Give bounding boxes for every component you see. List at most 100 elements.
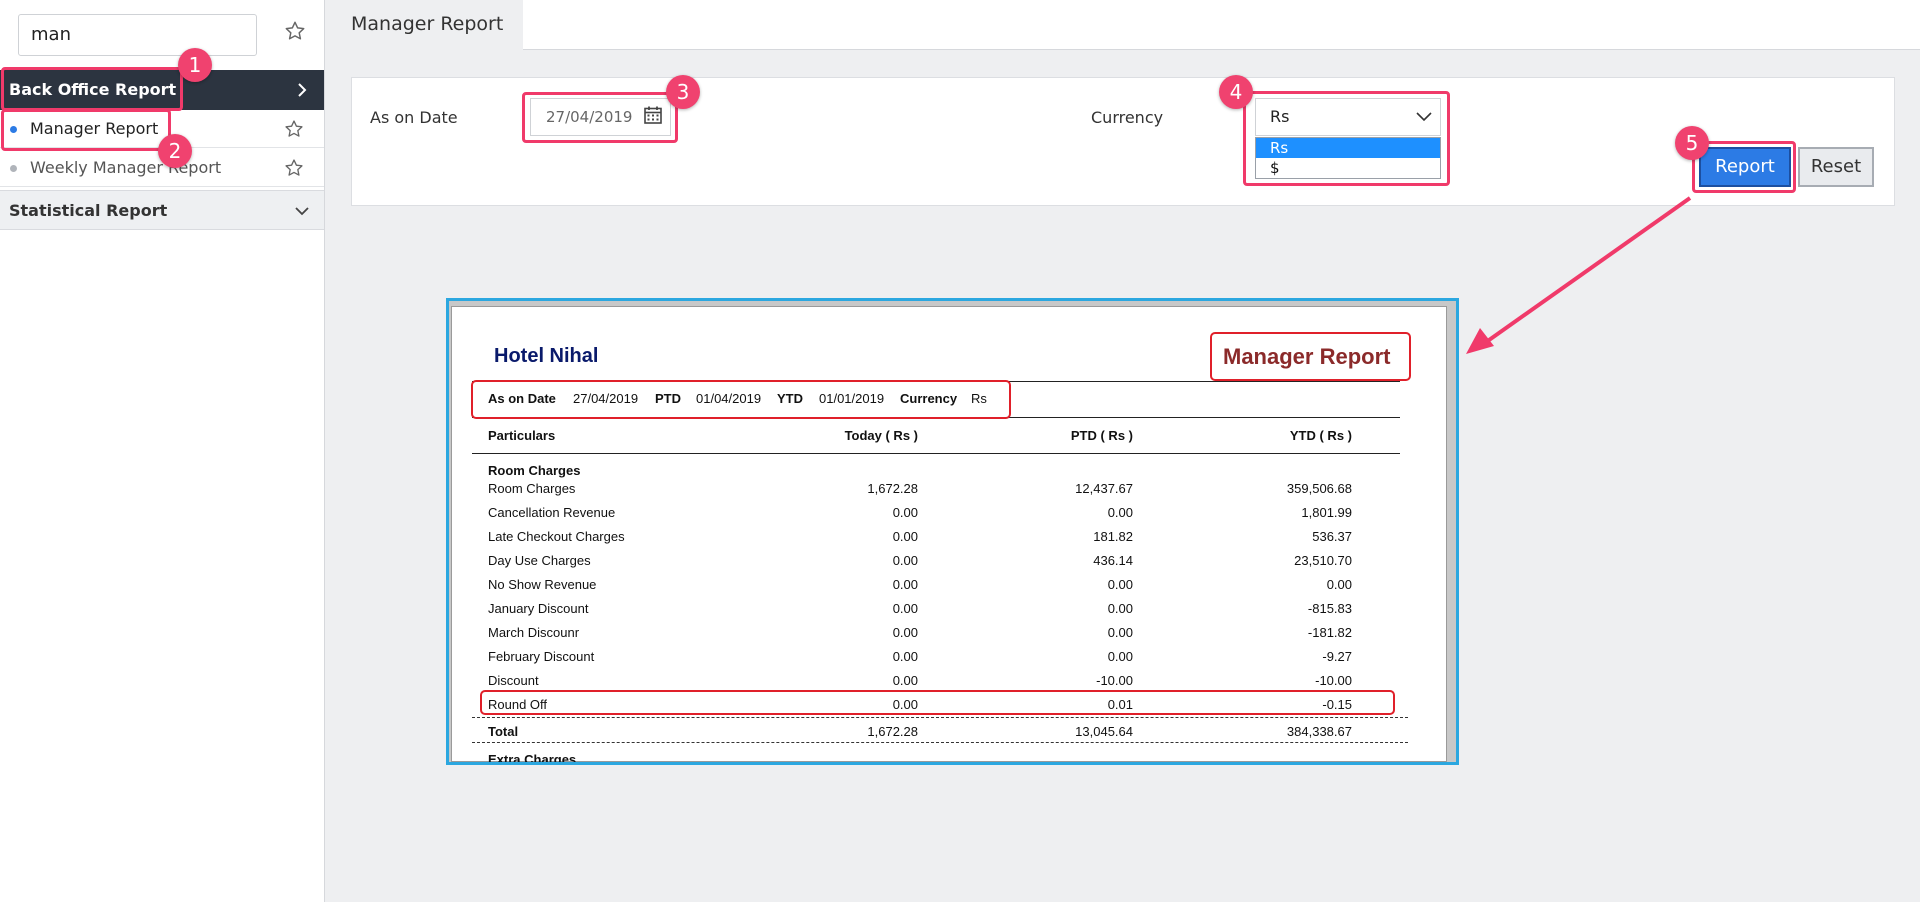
title-bar <box>326 0 1920 50</box>
currency-option-rs[interactable]: Rs <box>1256 138 1440 158</box>
group-room-charges: Room Charges <box>488 463 581 478</box>
annotation-badge-4: 4 <box>1219 75 1253 109</box>
row-today: 0.00 <box>892 505 918 520</box>
highlight-meta-row <box>471 380 1011 419</box>
report-row: February Discount 0.00 0.00 -9.27 <box>0 649 1920 665</box>
annotation-badge-1: 1 <box>178 48 212 82</box>
row-ytd: -815.83 <box>1307 601 1352 616</box>
currency-label: Currency <box>1091 108 1164 127</box>
row-ytd: -9.27 <box>1322 649 1352 664</box>
nav-back-office-report[interactable]: Back Office Report <box>0 70 324 110</box>
meta-as-on-date-value: 27/04/2019 <box>573 391 639 406</box>
row-name: February Discount <box>488 649 595 664</box>
sidebar-item-label: Manager Report <box>30 119 159 138</box>
report-row: Late Checkout Charges 0.00 181.82 536.37 <box>0 529 1920 545</box>
report-title: Manager Report <box>1223 344 1391 369</box>
row-today: 0.00 <box>892 601 918 616</box>
row-ytd: 1,801.99 <box>1301 505 1352 520</box>
meta-ptd-value: 01/04/2019 <box>696 391 762 406</box>
row-today: 0.00 <box>892 625 918 640</box>
reset-button[interactable]: Reset <box>1798 147 1874 187</box>
report-row: Room Charges 1,672.28 12,437.67 359,506.68 <box>0 481 1920 497</box>
total-row: Total 1,672.28 13,045.64 384,338.67 <box>0 724 1920 740</box>
chevron-down-icon <box>295 207 309 216</box>
row-ptd: 0.01 <box>1107 697 1133 712</box>
currency-select[interactable]: Rs <box>1255 98 1441 136</box>
row-name: Cancellation Revenue <box>488 505 616 520</box>
sidebar-item-label: Weekly Manager Report <box>30 158 222 177</box>
highlight-round-off <box>480 690 1395 715</box>
annotation-badge-2: 2 <box>158 134 192 168</box>
star-icon[interactable] <box>284 20 306 42</box>
row-name: Discount <box>488 673 539 688</box>
highlight-report-title <box>1210 332 1411 381</box>
total-label: Total <box>488 724 519 739</box>
active-dot-icon <box>10 126 17 133</box>
report-row: Discount 0.00 -10.00 -10.00 <box>0 673 1920 689</box>
total-ptd: 13,045.64 <box>1075 724 1133 739</box>
currency-option-dollar[interactable]: $ <box>1270 159 1280 177</box>
dashed-divider <box>472 717 1408 718</box>
row-name: Round Off <box>488 697 548 712</box>
preview-frame-mask <box>446 765 1459 775</box>
row-ptd: 0.00 <box>1107 649 1133 664</box>
dashed-divider <box>472 742 1408 743</box>
annotation-badge-3: 3 <box>666 75 700 109</box>
total-ytd: 384,338.67 <box>1286 724 1352 739</box>
report-row: Round Off 0.00 0.01 -0.15 <box>0 697 1920 713</box>
row-ytd: -181.82 <box>1307 625 1352 640</box>
row-ptd: 0.00 <box>1107 625 1133 640</box>
as-on-date-label: As on Date <box>370 108 458 127</box>
highlight-currency <box>1243 91 1450 186</box>
row-today: 0.00 <box>892 553 918 568</box>
highlight-report-button <box>1692 141 1796 193</box>
row-today: 1,672.28 <box>867 481 918 496</box>
row-today: 0.00 <box>892 649 918 664</box>
row-ptd: 12,437.67 <box>1075 481 1133 496</box>
nav-statistical-report[interactable]: Statistical Report <box>0 190 324 230</box>
nav-statistical-label: Statistical Report <box>9 201 168 220</box>
hotel-name: Hotel Nihal <box>494 345 599 367</box>
row-ptd: 0.00 <box>1107 577 1133 592</box>
row-name: Late Checkout Charges <box>488 529 625 544</box>
meta-ptd-label: PTD <box>655 391 681 406</box>
row-today: 0.00 <box>892 577 918 592</box>
row-ytd: -0.15 <box>1322 697 1352 712</box>
page-title: Manager Report <box>326 0 523 51</box>
column-header-today: Today ( Rs ) <box>844 428 918 443</box>
report-row: March Discounr 0.00 0.00 -181.82 <box>0 625 1920 641</box>
star-icon[interactable] <box>284 158 304 178</box>
row-ytd: 23,510.70 <box>1294 553 1352 568</box>
row-today: 0.00 <box>892 697 918 712</box>
star-icon[interactable] <box>284 119 304 139</box>
row-ytd: 0.00 <box>1326 577 1352 592</box>
row-today: 0.00 <box>892 529 918 544</box>
report-button[interactable]: Report <box>1699 147 1791 187</box>
total-today: 1,672.28 <box>867 724 918 739</box>
meta-currency-value: Rs <box>971 391 987 406</box>
meta-currency-label: Currency <box>900 391 958 406</box>
row-ytd: 359,506.68 <box>1286 481 1352 496</box>
column-header-particulars: Particulars <box>488 428 556 443</box>
row-name: January Discount <box>488 601 589 616</box>
highlight-manager-report <box>1 109 171 151</box>
nav-back-office-label: Back Office Report <box>9 80 177 99</box>
report-preview <box>451 306 1447 762</box>
report-row: Cancellation Revenue 0.00 0.00 1,801.99 <box>0 505 1920 521</box>
search-input[interactable]: man <box>18 14 257 56</box>
meta-ytd-label: YTD <box>777 391 803 406</box>
row-name: Room Charges <box>488 481 576 496</box>
dot-icon <box>10 165 17 172</box>
report-row: No Show Revenue 0.00 0.00 0.00 <box>0 577 1920 593</box>
row-ytd: -10.00 <box>1315 673 1352 688</box>
row-ptd: -10.00 <box>1096 673 1133 688</box>
column-header-ptd: PTD ( Rs ) <box>1070 428 1133 443</box>
preview-frame-bottom <box>446 762 1459 765</box>
report-row: Day Use Charges 0.00 436.14 23,510.70 <box>0 553 1920 569</box>
as-on-date-input[interactable]: 27/04/2019 <box>530 98 671 136</box>
meta-ytd-value: 01/01/2019 <box>819 391 885 406</box>
annotation-badge-5: 5 <box>1675 126 1709 160</box>
row-ptd: 0.00 <box>1107 505 1133 520</box>
currency-dropdown-list: Rs $ <box>1255 137 1441 179</box>
calendar-icon[interactable] <box>643 105 663 125</box>
